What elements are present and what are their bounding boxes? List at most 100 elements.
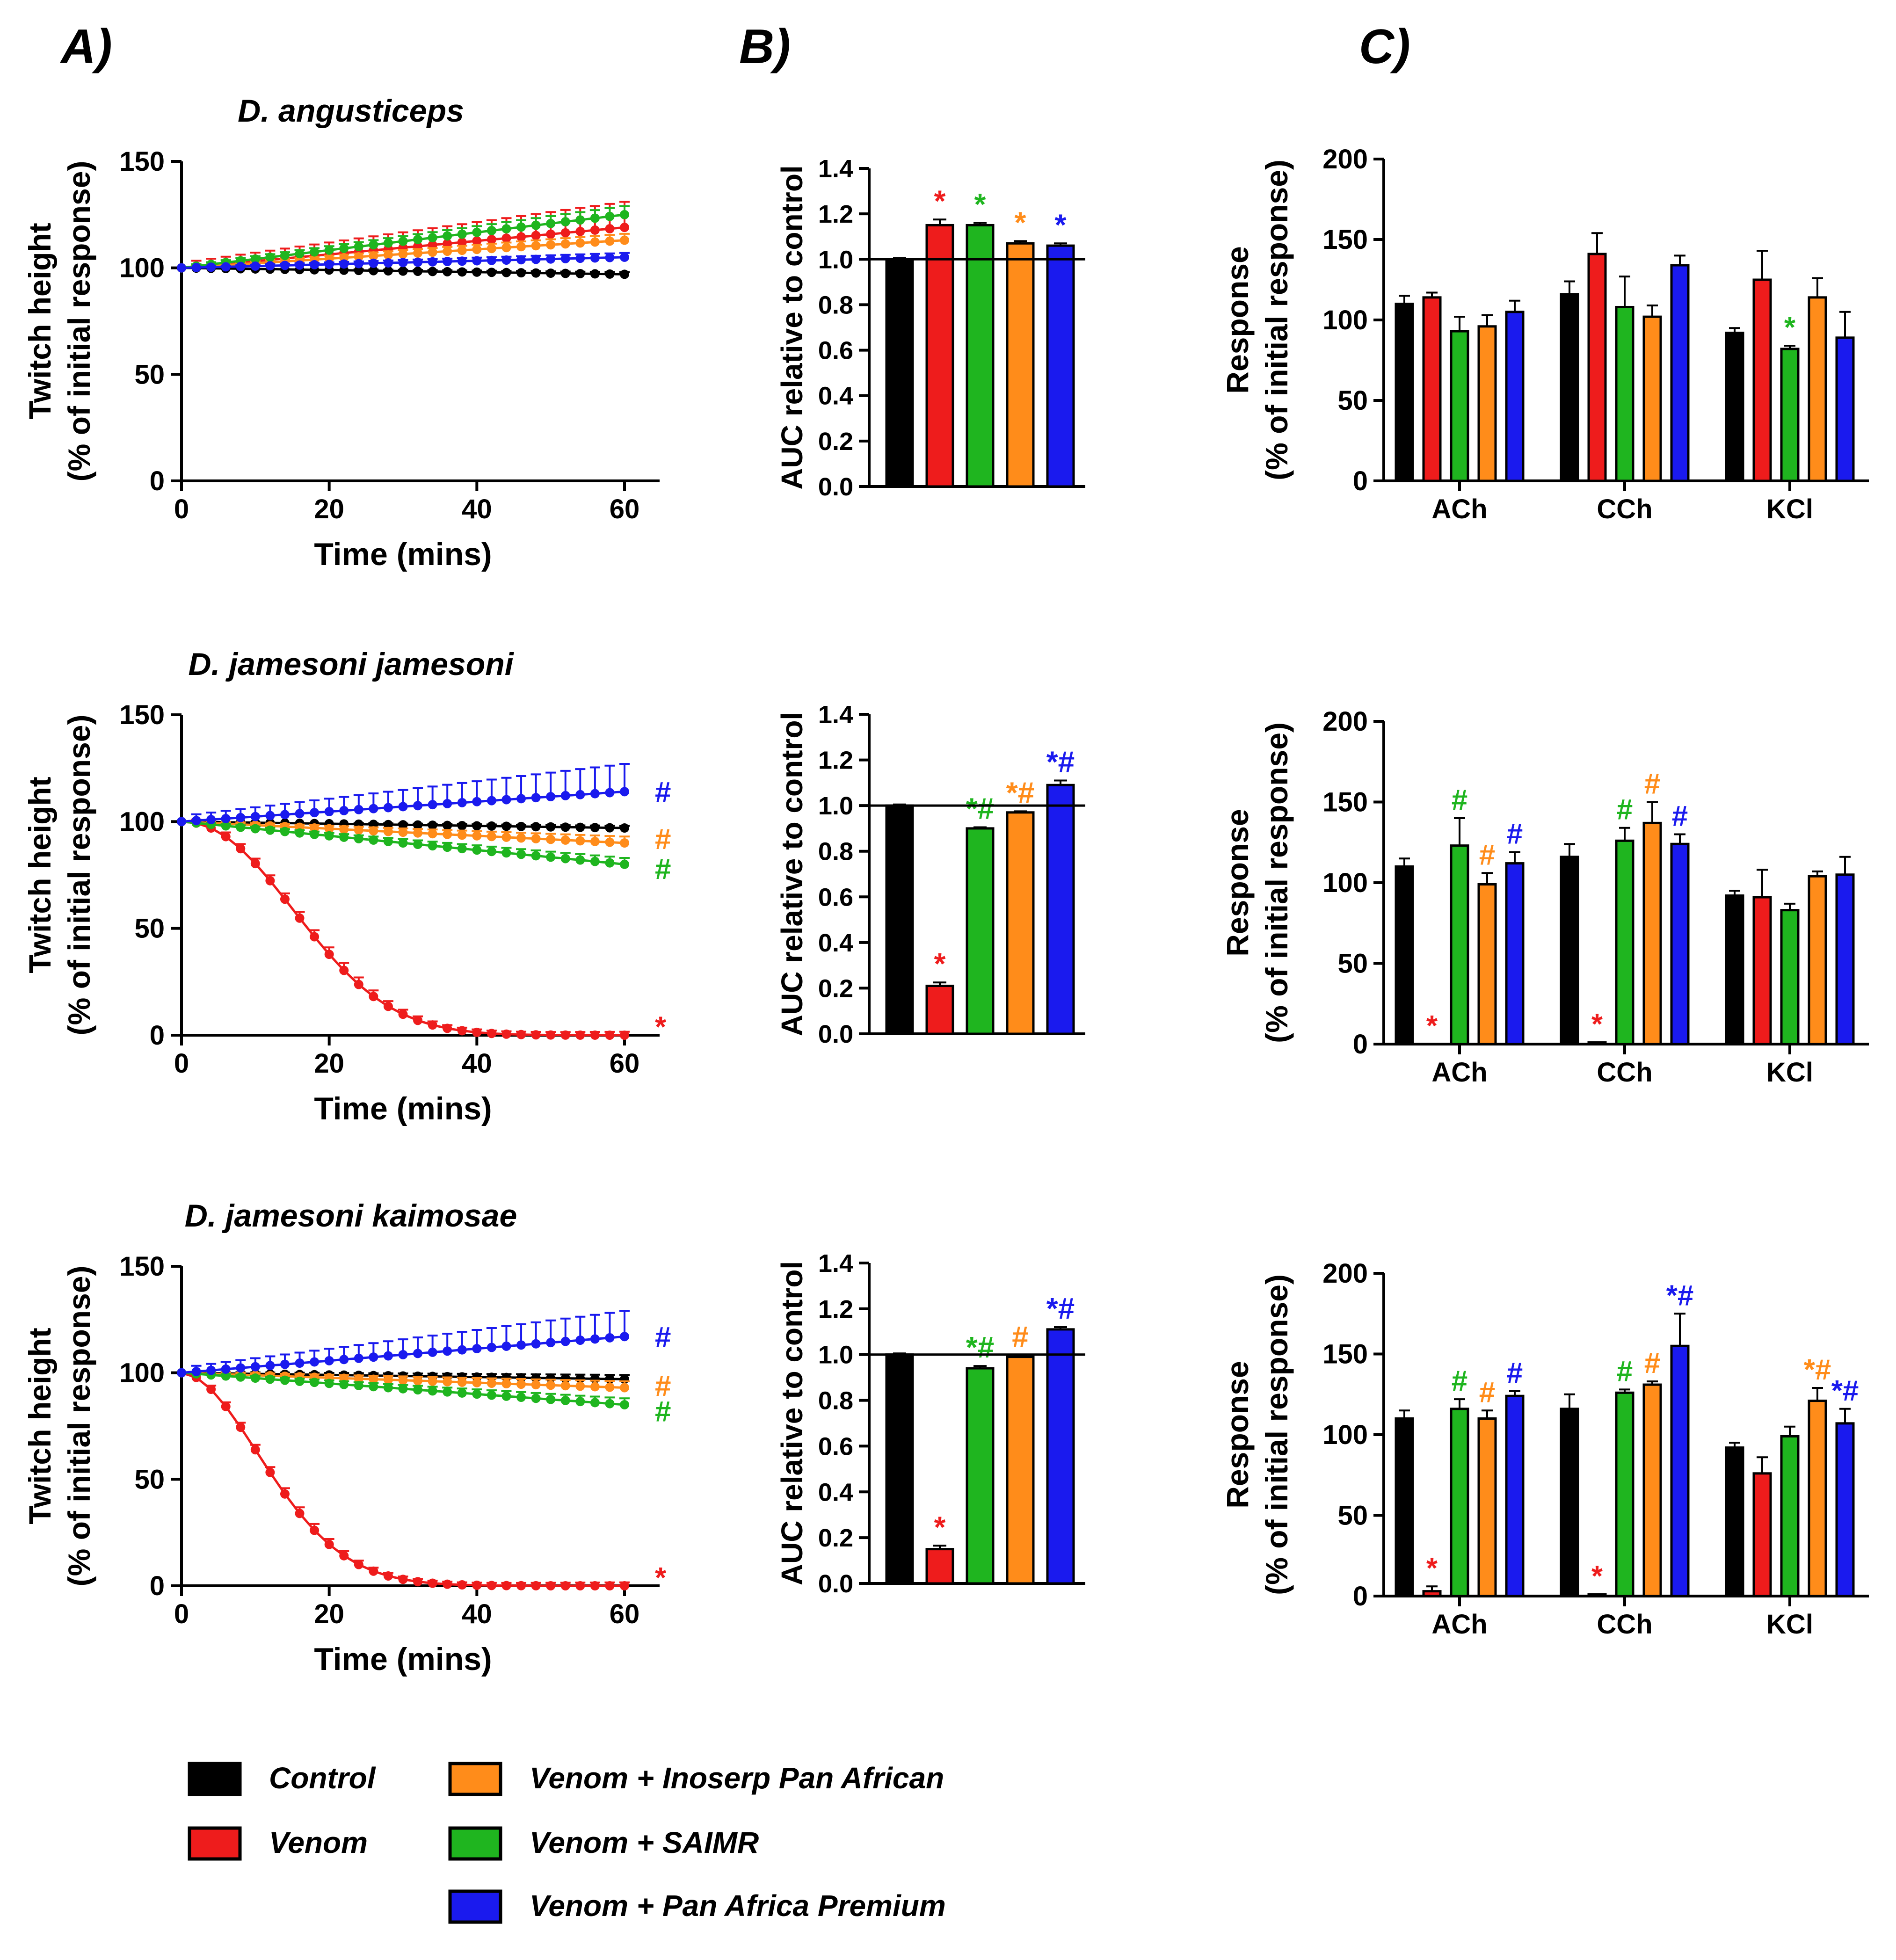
data-point bbox=[413, 1376, 423, 1386]
data-point bbox=[590, 789, 600, 799]
data-point bbox=[413, 801, 423, 811]
data-point bbox=[457, 267, 467, 277]
data-point bbox=[501, 1341, 511, 1351]
data-point bbox=[236, 1363, 246, 1373]
x-tick-label: 20 bbox=[314, 1599, 344, 1629]
bar bbox=[1835, 1422, 1855, 1597]
bar bbox=[1808, 1400, 1827, 1597]
bar bbox=[1808, 875, 1827, 1045]
data-point bbox=[487, 225, 496, 235]
data-point bbox=[191, 816, 201, 826]
data-point bbox=[383, 266, 393, 276]
data-point bbox=[516, 222, 526, 232]
data-point bbox=[443, 1346, 452, 1356]
data-point bbox=[191, 1367, 201, 1377]
data-point bbox=[531, 220, 541, 230]
y-tick-label: 0.6 bbox=[818, 1432, 853, 1460]
data-point bbox=[310, 1357, 320, 1367]
data-point bbox=[501, 821, 511, 831]
bar bbox=[1450, 1408, 1469, 1597]
data-point bbox=[428, 1386, 437, 1396]
y-axis-label: AUC relative to control bbox=[775, 712, 809, 1036]
data-point bbox=[516, 1393, 526, 1402]
data-point bbox=[295, 1376, 305, 1386]
data-point bbox=[590, 1334, 600, 1344]
data-point bbox=[221, 813, 231, 823]
bar bbox=[1725, 1446, 1744, 1597]
data-point bbox=[590, 857, 600, 866]
legend-label: Control bbox=[269, 1761, 376, 1795]
data-point bbox=[354, 266, 363, 276]
data-point bbox=[531, 1380, 541, 1390]
data-point bbox=[516, 242, 526, 252]
data-point bbox=[546, 269, 556, 278]
data-point bbox=[310, 808, 320, 818]
data-point bbox=[383, 1571, 393, 1581]
bar bbox=[1422, 1590, 1442, 1597]
significance-mark: * bbox=[934, 184, 946, 218]
data-point bbox=[206, 1365, 216, 1375]
y-tick-label: 200 bbox=[1322, 706, 1368, 737]
data-point bbox=[206, 262, 216, 272]
data-point bbox=[590, 1382, 600, 1392]
bar bbox=[966, 827, 995, 1035]
data-point bbox=[590, 253, 600, 263]
data-point bbox=[428, 841, 437, 851]
x-axis-label: Time (mins) bbox=[314, 1091, 492, 1126]
significance-mark: * bbox=[974, 188, 986, 221]
bar bbox=[1587, 1593, 1607, 1597]
significance-mark: *# bbox=[966, 1330, 995, 1364]
bar bbox=[925, 1548, 954, 1585]
data-point bbox=[531, 1581, 541, 1590]
data-point bbox=[428, 247, 437, 257]
data-point bbox=[177, 1368, 186, 1378]
data-point bbox=[383, 820, 393, 829]
significance-mark: * bbox=[1055, 208, 1067, 241]
data-point bbox=[487, 796, 496, 806]
bar bbox=[1477, 883, 1497, 1045]
data-point bbox=[324, 1356, 334, 1365]
data-point bbox=[560, 217, 570, 227]
significance-mark: # bbox=[655, 1370, 671, 1402]
significance-mark: # bbox=[1452, 784, 1467, 816]
y-tick-label: 150 bbox=[119, 146, 165, 177]
data-point bbox=[398, 1350, 408, 1359]
legend: Control Venom Venom + Inoserp Pan African V… bbox=[188, 1761, 946, 1924]
x-tick-label: 40 bbox=[462, 494, 492, 524]
data-point bbox=[413, 257, 423, 267]
data-point bbox=[501, 832, 511, 842]
data-point bbox=[383, 258, 393, 268]
data-point bbox=[413, 1016, 423, 1025]
bar bbox=[1725, 894, 1744, 1045]
data-point bbox=[487, 1343, 496, 1352]
bar bbox=[925, 224, 954, 488]
y-tick-label: 1.4 bbox=[818, 701, 853, 729]
data-point bbox=[443, 247, 452, 256]
legend-swatch bbox=[188, 1826, 242, 1861]
x-tick-label: ACh bbox=[1431, 1057, 1487, 1088]
bar bbox=[1006, 811, 1035, 1035]
data-point bbox=[605, 224, 615, 234]
data-point bbox=[354, 1353, 363, 1363]
data-point bbox=[250, 1373, 260, 1383]
data-point bbox=[369, 1382, 378, 1392]
data-point bbox=[457, 256, 467, 266]
y-tick-label: 0 bbox=[150, 466, 165, 496]
data-point bbox=[310, 1378, 320, 1387]
panel-label-c: C) bbox=[1359, 20, 1410, 74]
x-tick-label: CCh bbox=[1597, 1609, 1652, 1640]
legend-item-control: Control bbox=[188, 1761, 376, 1796]
data-point bbox=[501, 1379, 511, 1389]
data-point bbox=[472, 845, 482, 855]
y-axis-label-line2: (% of initial response) bbox=[62, 715, 96, 1036]
data-point bbox=[324, 824, 334, 834]
data-point bbox=[560, 269, 570, 278]
data-point bbox=[531, 1339, 541, 1349]
data-point bbox=[531, 241, 541, 251]
data-point bbox=[605, 1030, 615, 1040]
data-point bbox=[236, 1372, 246, 1382]
significance-mark: * bbox=[1591, 1561, 1603, 1593]
data-point bbox=[236, 844, 246, 854]
data-point bbox=[280, 1489, 290, 1499]
bar bbox=[885, 258, 914, 488]
